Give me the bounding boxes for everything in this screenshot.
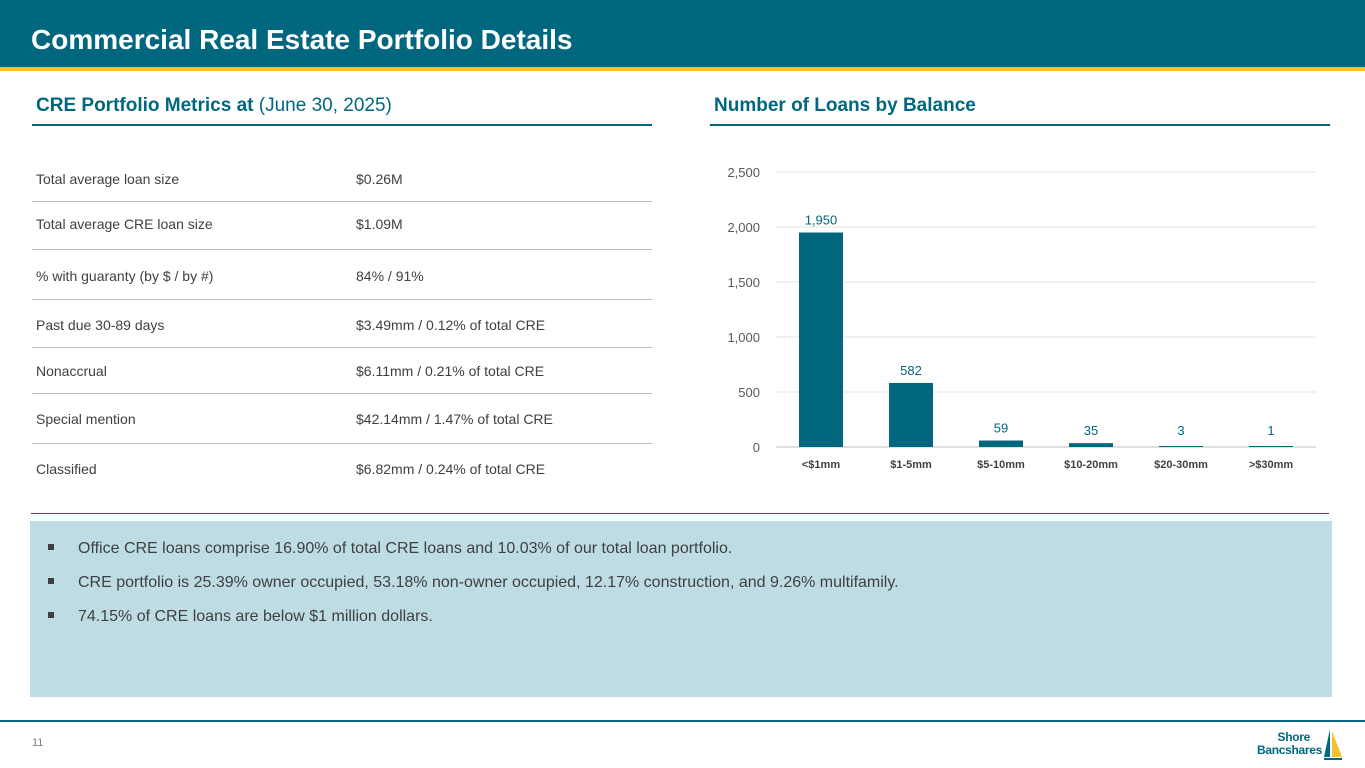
- data-label: 3: [1177, 423, 1184, 438]
- data-label: 1: [1267, 423, 1274, 438]
- y-tick-label: 0: [753, 440, 760, 455]
- bullet-text: Office CRE loans comprise 16.90% of tota…: [78, 540, 733, 557]
- bullet-item: 74.15% of CRE loans are below $1 million…: [48, 607, 433, 627]
- loans-by-balance-chart: 0 500 1,000 1,500 2,000 2,500 1,950 <$1mm 582 $1-…: [727, 165, 1316, 471]
- metric-label: Nonaccrual: [36, 363, 107, 379]
- bullet-text: 74.15% of CRE loans are below $1 million…: [78, 608, 433, 625]
- metrics-title-rule: [32, 124, 652, 126]
- bullet-marker: [48, 543, 54, 550]
- bullet-text: CRE portfolio is 25.39% owner occupied, …: [78, 574, 899, 591]
- data-label: 1,950: [805, 213, 838, 228]
- metric-value: $1.09M: [356, 216, 403, 232]
- sailboat-icon: [1324, 729, 1342, 760]
- metrics-section-title: CRE Portfolio Metrics at (June 30, 2025): [36, 94, 392, 118]
- metric-label: Total average CRE loan size: [36, 216, 213, 232]
- logo-text-line2: Bancshares: [1256, 743, 1322, 757]
- bar: [1249, 446, 1293, 447]
- metric-row: Total average loan size $0.26M: [32, 154, 652, 202]
- metric-row: % with guaranty (by $ / by #) 84% / 91%: [32, 250, 652, 300]
- metric-row: Total average CRE loan size $1.09M: [32, 202, 652, 250]
- logo-text-line1: Shore: [1277, 730, 1310, 744]
- metrics-title-date: (June 30, 2025): [258, 95, 392, 116]
- metric-label: % with guaranty (by $ / by #): [36, 268, 214, 284]
- metric-value: $42.14mm / 1.47% of total CRE: [356, 411, 553, 427]
- metrics-title-bold: CRE Portfolio Metrics at: [36, 95, 254, 116]
- y-tick-label: 1,000: [727, 330, 760, 345]
- header-accent-rule: [0, 67, 1365, 71]
- chart-section-title: Number of Loans by Balance: [714, 95, 976, 116]
- bar: [979, 440, 1023, 447]
- metric-label: Total average loan size: [36, 171, 180, 187]
- bullet-marker: [48, 577, 54, 584]
- metric-value: $0.26M: [356, 171, 403, 187]
- metrics-table: Total average loan size $0.26M Total avera…: [32, 154, 652, 491]
- data-label: 582: [900, 363, 922, 378]
- x-tick-label: $1-5mm: [890, 459, 932, 471]
- bar: [799, 232, 843, 447]
- bullet-item: CRE portfolio is 25.39% owner occupied, …: [48, 573, 899, 593]
- bullet-item: Office CRE loans comprise 16.90% of tota…: [48, 539, 732, 559]
- y-tick-label: 2,000: [727, 220, 760, 235]
- x-tick-label: $10-20mm: [1064, 459, 1118, 471]
- x-tick-label: <$1mm: [802, 459, 840, 471]
- bar: [889, 382, 933, 447]
- x-tick-label: >$30mm: [1249, 459, 1294, 471]
- page-title: Commercial Real Estate Portfolio Details: [31, 24, 573, 55]
- header-bar: [0, 0, 1365, 67]
- metric-row: Special mention $42.14mm / 1.47% of total…: [32, 394, 652, 444]
- metric-row: Past due 30-89 days $3.49mm / 0.12% of to…: [32, 300, 652, 348]
- metric-label: Special mention: [36, 411, 136, 427]
- x-tick-label: $20-30mm: [1154, 459, 1208, 471]
- bar: [1069, 443, 1113, 447]
- footer-rule: [0, 720, 1365, 722]
- metric-label: Past due 30-89 days: [36, 317, 165, 333]
- metric-label: Classified: [36, 461, 97, 477]
- data-label: 35: [1084, 423, 1098, 438]
- metric-row: Nonaccrual $6.11mm / 0.21% of total CRE: [32, 348, 652, 394]
- bullet-marker: [48, 611, 54, 618]
- metric-value: $3.49mm / 0.12% of total CRE: [356, 317, 546, 333]
- highlights-box: Office CRE loans comprise 16.90% of tota…: [30, 521, 1332, 697]
- y-tick-label: 500: [738, 385, 760, 400]
- metric-value: 84% / 91%: [356, 268, 424, 284]
- metric-value: $6.82mm / 0.24% of total CRE: [356, 461, 546, 477]
- chart-title-rule: [710, 124, 1330, 126]
- metric-value: $6.11mm / 0.21% of total CRE: [356, 363, 545, 379]
- section-divider: [31, 513, 1329, 514]
- x-tick-label: $5-10mm: [977, 459, 1025, 471]
- page-number: 11: [32, 737, 44, 749]
- y-tick-label: 2,500: [727, 165, 760, 180]
- y-tick-label: 1,500: [727, 275, 760, 290]
- data-label: 59: [994, 421, 1008, 436]
- shore-bancshares-logo: Shore Bancshares: [1254, 727, 1344, 763]
- metric-row: Classified $6.82mm / 0.24% of total CRE: [32, 444, 652, 491]
- bar: [1159, 446, 1203, 447]
